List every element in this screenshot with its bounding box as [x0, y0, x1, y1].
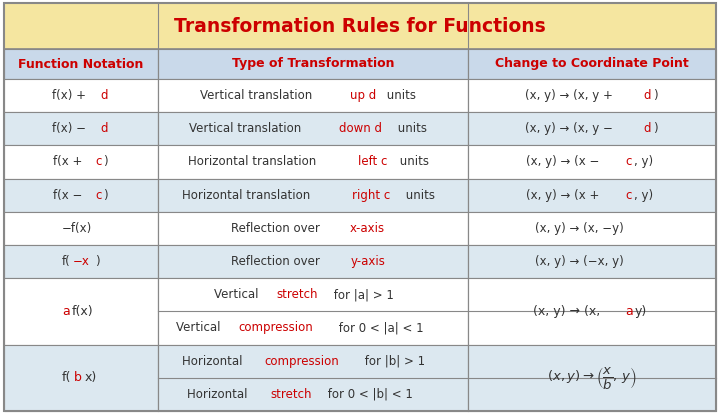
Bar — [468, 178, 716, 212]
Text: stretch: stretch — [270, 388, 312, 401]
Text: for 0 < |b| < 1: for 0 < |b| < 1 — [324, 388, 413, 401]
Bar — [468, 49, 716, 79]
Text: Vertical translation: Vertical translation — [200, 89, 316, 102]
Text: c: c — [95, 189, 102, 202]
Bar — [468, 145, 716, 178]
Text: −x: −x — [73, 255, 90, 268]
Text: ): ) — [104, 189, 108, 202]
Text: f(: f( — [61, 255, 71, 268]
Bar — [4, 178, 158, 212]
Text: for |a| > 1: for |a| > 1 — [330, 288, 394, 301]
Text: , y): , y) — [634, 189, 652, 202]
Text: a: a — [625, 305, 633, 318]
Text: Reflection over: Reflection over — [230, 255, 323, 268]
Text: d: d — [643, 122, 651, 135]
Text: c: c — [625, 189, 631, 202]
Text: Vertical: Vertical — [176, 321, 225, 335]
Bar — [4, 344, 158, 411]
Bar — [4, 278, 158, 344]
Text: f(x +: f(x + — [53, 156, 86, 169]
Text: f(: f( — [62, 371, 71, 385]
Bar — [4, 245, 158, 278]
Text: Type of Transformation: Type of Transformation — [232, 57, 395, 71]
Bar — [158, 245, 468, 278]
Text: $(x, y) \rightarrow \left(\dfrac{x}{b},\, y\right)$: $(x, y) \rightarrow \left(\dfrac{x}{b},\… — [547, 365, 637, 391]
Text: compression: compression — [265, 355, 340, 368]
Text: −f(x): −f(x) — [61, 222, 91, 235]
Text: (x, y) → (x, y +: (x, y) → (x, y + — [525, 89, 617, 102]
Text: a: a — [62, 305, 70, 318]
Text: f(x): f(x) — [72, 305, 94, 318]
Text: f(x) +: f(x) + — [52, 89, 89, 102]
Text: left c: left c — [358, 156, 387, 169]
Text: d: d — [643, 89, 651, 102]
Bar — [158, 79, 468, 112]
Text: (x, y) → (x −: (x, y) → (x − — [526, 156, 603, 169]
Text: stretch: stretch — [276, 288, 318, 301]
Text: down d: down d — [339, 122, 382, 135]
Text: d: d — [101, 122, 108, 135]
Bar — [468, 344, 716, 411]
Bar — [4, 79, 158, 112]
Text: x): x) — [84, 371, 96, 385]
Bar — [4, 3, 716, 49]
Bar — [468, 212, 716, 245]
Text: Vertical: Vertical — [214, 288, 262, 301]
Text: Horizontal: Horizontal — [182, 355, 246, 368]
Text: Horizontal translation: Horizontal translation — [188, 156, 320, 169]
Text: c: c — [95, 156, 102, 169]
Text: d: d — [101, 89, 108, 102]
Text: ): ) — [104, 156, 108, 169]
Bar — [158, 344, 468, 411]
Text: ): ) — [653, 122, 657, 135]
Text: ): ) — [653, 89, 657, 102]
Bar — [158, 112, 468, 145]
Text: Reflection over: Reflection over — [230, 222, 323, 235]
Text: units: units — [396, 156, 429, 169]
Bar — [158, 145, 468, 178]
Bar — [468, 79, 716, 112]
Text: units: units — [402, 189, 435, 202]
Text: (x, y) → (x +: (x, y) → (x + — [526, 189, 603, 202]
Text: units: units — [395, 122, 427, 135]
Text: for 0 < |a| < 1: for 0 < |a| < 1 — [336, 321, 424, 335]
Text: Transformation Rules for Functions: Transformation Rules for Functions — [174, 17, 546, 36]
Text: Vertical translation: Vertical translation — [189, 122, 305, 135]
Text: f(x −: f(x − — [53, 189, 86, 202]
Text: f(x) −: f(x) − — [52, 122, 89, 135]
Text: (x, y) → (x, y −: (x, y) → (x, y − — [525, 122, 617, 135]
Text: y): y) — [635, 305, 647, 318]
Text: Horizontal: Horizontal — [187, 388, 252, 401]
Bar — [468, 112, 716, 145]
Bar — [158, 212, 468, 245]
Text: right c: right c — [352, 189, 390, 202]
Text: y-axis: y-axis — [350, 255, 385, 268]
Bar — [468, 245, 716, 278]
Text: b: b — [74, 371, 82, 385]
Text: Function Notation: Function Notation — [18, 57, 144, 71]
Text: (x, y) → (x,: (x, y) → (x, — [533, 305, 604, 318]
Bar — [4, 112, 158, 145]
Text: Horizontal translation: Horizontal translation — [182, 189, 314, 202]
Bar — [4, 212, 158, 245]
Text: compression: compression — [239, 321, 313, 335]
Text: up d: up d — [350, 89, 376, 102]
Text: for |b| > 1: for |b| > 1 — [361, 355, 426, 368]
Bar — [4, 49, 158, 79]
Bar — [4, 145, 158, 178]
Text: (x, y) → (−x, y): (x, y) → (−x, y) — [535, 255, 624, 268]
Bar — [158, 178, 468, 212]
Bar — [468, 278, 716, 344]
Text: x-axis: x-axis — [350, 222, 385, 235]
Text: c: c — [625, 156, 631, 169]
Text: Change to Coordinate Point: Change to Coordinate Point — [495, 57, 689, 71]
Bar — [158, 278, 468, 344]
Text: (x, y) → (x, −y): (x, y) → (x, −y) — [535, 222, 624, 235]
Text: units: units — [384, 89, 416, 102]
Text: ): ) — [94, 255, 99, 268]
Text: , y): , y) — [634, 156, 652, 169]
Bar — [158, 49, 468, 79]
